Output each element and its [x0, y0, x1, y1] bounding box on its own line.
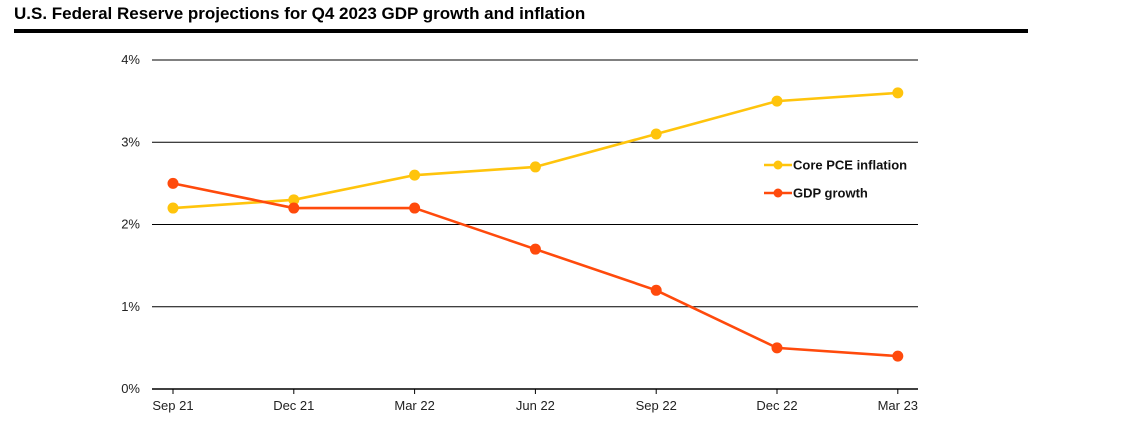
- data-point: [409, 169, 421, 181]
- data-point: [771, 95, 783, 107]
- data-point: [288, 202, 300, 214]
- data-point: [529, 243, 541, 255]
- series-line-1: [172, 182, 898, 358]
- series-points: [167, 87, 904, 362]
- y-tick-label: 4%: [121, 52, 140, 67]
- chart-title: U.S. Federal Reserve projections for Q4 …: [14, 4, 586, 23]
- data-point: [288, 194, 300, 206]
- legend-label: Core PCE inflation: [793, 158, 907, 173]
- data-point: [650, 284, 662, 296]
- data-point: [529, 161, 541, 173]
- x-tick-label: Jun 22: [516, 398, 555, 413]
- legend-label: GDP growth: [793, 186, 868, 201]
- x-tick-label: Mar 22: [394, 398, 434, 413]
- gridlines: [152, 59, 918, 308]
- y-tick-label: 2%: [121, 217, 140, 232]
- y-tick-labels: 0% 1% 2% 3% 4%: [121, 52, 140, 396]
- data-point: [650, 128, 662, 140]
- y-tick-label: 3%: [121, 134, 140, 149]
- data-point: [167, 177, 179, 189]
- y-tick-label: 1%: [121, 299, 140, 314]
- data-point: [892, 350, 904, 362]
- legend-swatch-marker: [773, 188, 783, 198]
- series-line-0: [172, 91, 898, 210]
- data-point: [409, 202, 421, 214]
- x-tick-label: Sep 21: [152, 398, 193, 413]
- x-tick-label: Mar 23: [878, 398, 918, 413]
- legend-swatch-marker: [773, 160, 783, 170]
- x-tick-labels: Sep 21 Dec 21 Mar 22 Jun 22 Sep 22 Dec 22 Mar …: [152, 398, 918, 413]
- title-underline: [14, 29, 1028, 33]
- x-tick-label: Sep 22: [636, 398, 677, 413]
- legend: Core PCE inflation GDP growth: [764, 158, 907, 201]
- data-point: [167, 202, 179, 214]
- x-tick-label: Dec 21: [273, 398, 314, 413]
- x-axis: [152, 388, 918, 394]
- data-point: [892, 87, 904, 99]
- data-point: [771, 342, 783, 354]
- x-tick-label: Dec 22: [756, 398, 797, 413]
- y-tick-label: 0%: [121, 381, 140, 396]
